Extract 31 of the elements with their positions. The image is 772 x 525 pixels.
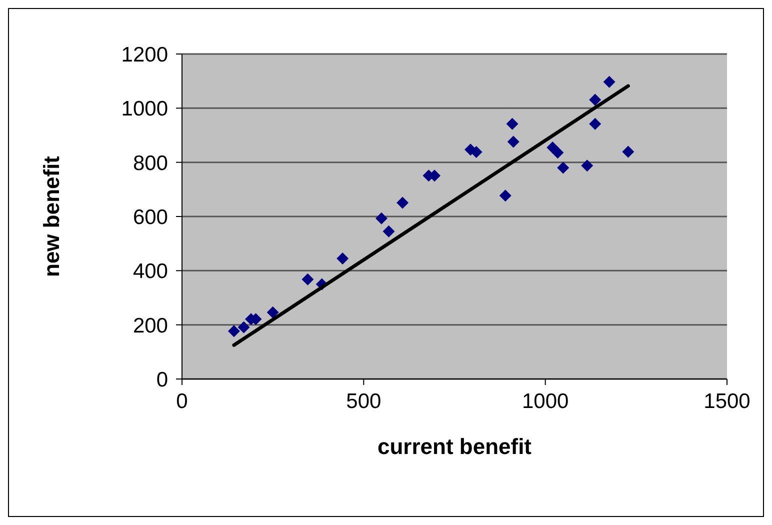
y-axis-title: new benefit [38,155,64,278]
point [228,325,240,338]
y-tick-label: 200 [132,314,168,338]
point [302,273,314,286]
x-tick-label: 0 [176,390,188,413]
point [507,136,520,148]
y-tick-label: 1200 [121,43,168,66]
x-tick-label: 1500 [704,390,750,413]
point [336,252,349,264]
y-tick-label: 800 [132,152,168,175]
point [622,146,634,158]
x-axis-title: current benefit [377,434,532,459]
x-tick-label: 1000 [522,390,569,413]
point [589,94,602,106]
point [499,190,512,202]
point [382,225,395,238]
y-tick-label: 1000 [121,98,168,121]
point [589,118,602,130]
y-tick-label: 0 [156,368,168,392]
point [506,118,518,130]
y-tick-label: 600 [132,206,168,229]
point [266,306,279,318]
y-tick-label: 400 [132,260,168,284]
point [581,160,594,172]
point [603,76,616,88]
point [557,162,570,174]
point [375,212,388,224]
point [552,146,564,159]
point [238,321,250,334]
x-tick-label: 500 [346,390,382,413]
point [396,196,409,209]
